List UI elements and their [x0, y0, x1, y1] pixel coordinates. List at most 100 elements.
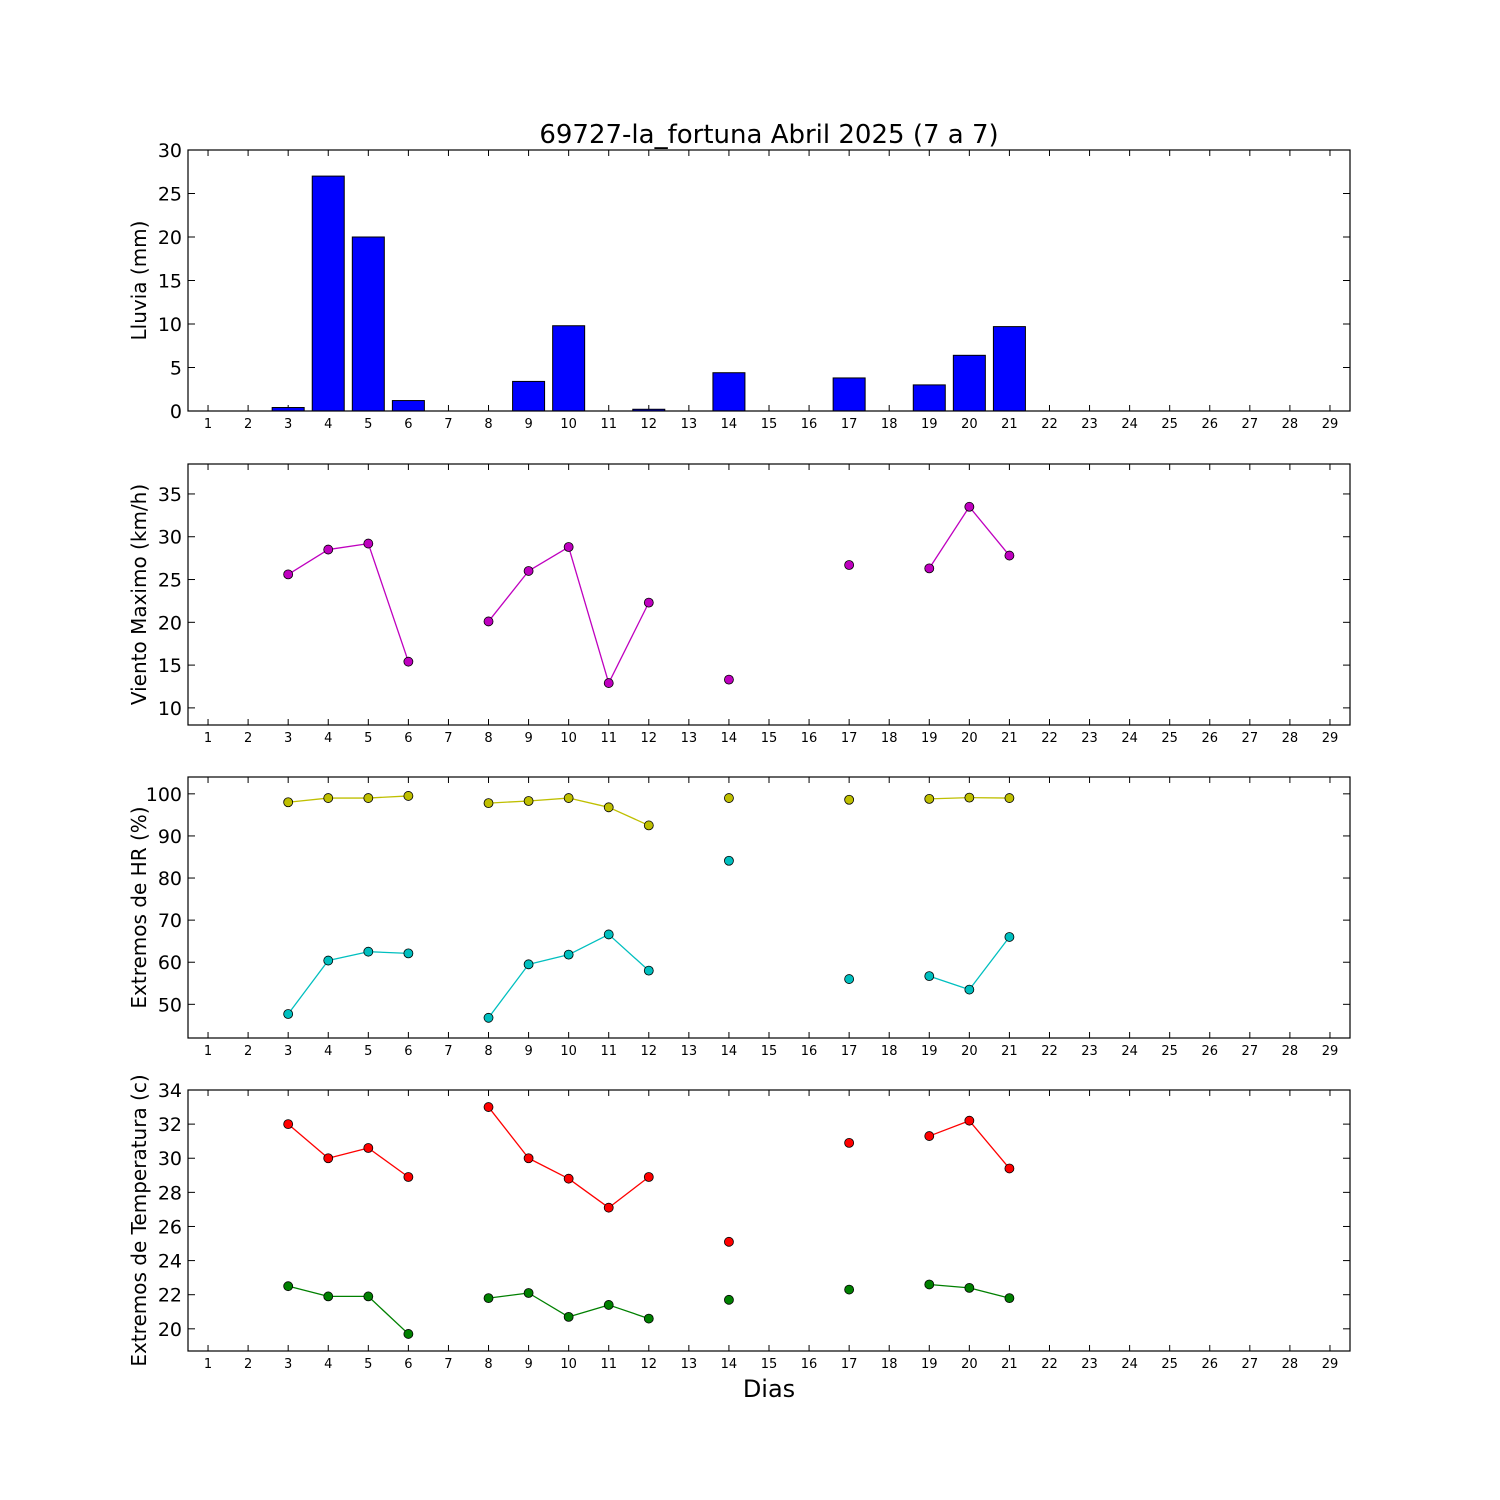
series-2-point	[924, 1279, 935, 1290]
x-tick-label: 22	[1041, 1044, 1058, 1059]
y-tick-label: 22	[158, 1285, 182, 1307]
y-axis-label: Extremos de HR (%)	[127, 806, 151, 1008]
x-tick-label: 5	[364, 1044, 372, 1059]
x-tick-label: 10	[560, 417, 577, 432]
y-tick-label: 25	[158, 570, 182, 592]
series-2-segment	[929, 1283, 970, 1289]
series-2-point	[523, 959, 534, 970]
series-1-segment	[568, 546, 610, 684]
y-tick-label: 100	[146, 784, 182, 806]
x-tick-label: 8	[484, 731, 492, 746]
series-1-point	[323, 1153, 334, 1164]
x-tick-label: 23	[1081, 731, 1098, 746]
x-tick-label: 4	[324, 1044, 332, 1059]
y-axis-label: Extremos de Temperatura (c)	[127, 1074, 151, 1366]
x-tick-label: 11	[600, 731, 617, 746]
series-1-segment	[928, 506, 970, 569]
series-2-point	[643, 965, 654, 976]
series-1-segment	[608, 1176, 650, 1209]
series-2-point	[363, 946, 374, 957]
x-tick-label: 4	[324, 731, 332, 746]
series-1-segment	[328, 542, 369, 551]
y-tick-label: 80	[158, 868, 182, 890]
x-tick-label: 24	[1121, 731, 1138, 746]
x-tick-label: 2	[244, 1357, 252, 1372]
x-tick-label: 11	[600, 1357, 617, 1372]
series-2-point	[964, 984, 975, 995]
x-tick-label: 16	[801, 731, 818, 746]
series-1-point	[283, 1119, 294, 1130]
series-2-segment	[528, 1292, 569, 1318]
y-tick-label: 0	[170, 401, 182, 423]
x-tick-label: 15	[761, 1357, 778, 1372]
series-2-segment	[969, 1287, 1010, 1299]
series-2-point	[844, 1284, 855, 1295]
series-1-segment	[528, 797, 569, 802]
y-tick-label: 25	[158, 184, 182, 206]
rain-bar	[712, 372, 746, 412]
x-tick-label: 1	[204, 417, 212, 432]
series-1-point	[403, 656, 414, 667]
series-1-segment	[568, 797, 609, 808]
x-tick-label: 23	[1081, 417, 1098, 432]
x-tick-label: 28	[1282, 731, 1299, 746]
series-2-segment	[528, 954, 569, 965]
series-1-point	[724, 674, 734, 685]
y-tick-label: 90	[158, 826, 182, 848]
series-1-segment	[528, 1157, 569, 1180]
x-tick-label: 24	[1121, 1357, 1138, 1372]
series-1-point	[363, 538, 374, 549]
x-tick-label: 10	[560, 1044, 577, 1059]
y-tick-label: 30	[158, 140, 182, 162]
rain-bar	[552, 325, 586, 412]
series-1-segment	[488, 1106, 530, 1159]
series-1-point	[323, 793, 334, 803]
x-tick-label: 26	[1201, 1044, 1218, 1059]
x-tick-label: 25	[1161, 1044, 1178, 1059]
series-2-point	[724, 1294, 734, 1305]
series-2-point	[323, 1291, 334, 1302]
x-tick-label: 18	[881, 731, 898, 746]
series-2-point	[363, 1291, 374, 1302]
plot-frame	[187, 1089, 1351, 1352]
series-1-point	[964, 1115, 975, 1126]
series-1-point	[283, 569, 294, 580]
rain-bar	[992, 326, 1026, 412]
x-tick-label: 15	[761, 731, 778, 746]
series-2-segment	[968, 936, 1010, 990]
series-1-segment	[929, 1120, 970, 1137]
y-tick-label: 5	[170, 358, 182, 380]
x-tick-label: 25	[1161, 731, 1178, 746]
x-tick-label: 27	[1242, 1044, 1259, 1059]
x-tick-label: 29	[1322, 731, 1339, 746]
series-1-point	[483, 616, 494, 627]
rain-bar	[351, 236, 385, 412]
x-tick-label: 3	[284, 417, 292, 432]
y-tick-label: 30	[158, 527, 182, 549]
x-tick-label: 5	[364, 731, 372, 746]
y-tick-label: 10	[158, 314, 182, 336]
x-tick-label: 16	[801, 417, 818, 432]
x-tick-label: 17	[841, 1357, 858, 1372]
x-tick-label: 19	[921, 1357, 938, 1372]
x-tick-label: 13	[681, 1044, 698, 1059]
series-1-segment	[968, 506, 1010, 556]
series-1-segment	[528, 546, 569, 572]
x-tick-label: 6	[404, 1044, 412, 1059]
series-1-segment	[568, 1178, 610, 1209]
series-2-point	[403, 948, 414, 959]
x-tick-label: 11	[600, 1044, 617, 1059]
y-tick-label: 15	[158, 271, 182, 293]
x-tick-label: 3	[284, 1044, 292, 1059]
series-1-point	[924, 793, 935, 804]
x-tick-label: 29	[1322, 417, 1339, 432]
rain-bar	[912, 384, 946, 412]
x-tick-label: 26	[1201, 417, 1218, 432]
x-tick-label: 18	[881, 1044, 898, 1059]
series-2-segment	[287, 960, 329, 1015]
x-tick-label: 17	[841, 417, 858, 432]
x-tick-label: 9	[524, 1357, 532, 1372]
plot-frame	[187, 149, 1351, 412]
x-tick-label: 17	[841, 1044, 858, 1059]
